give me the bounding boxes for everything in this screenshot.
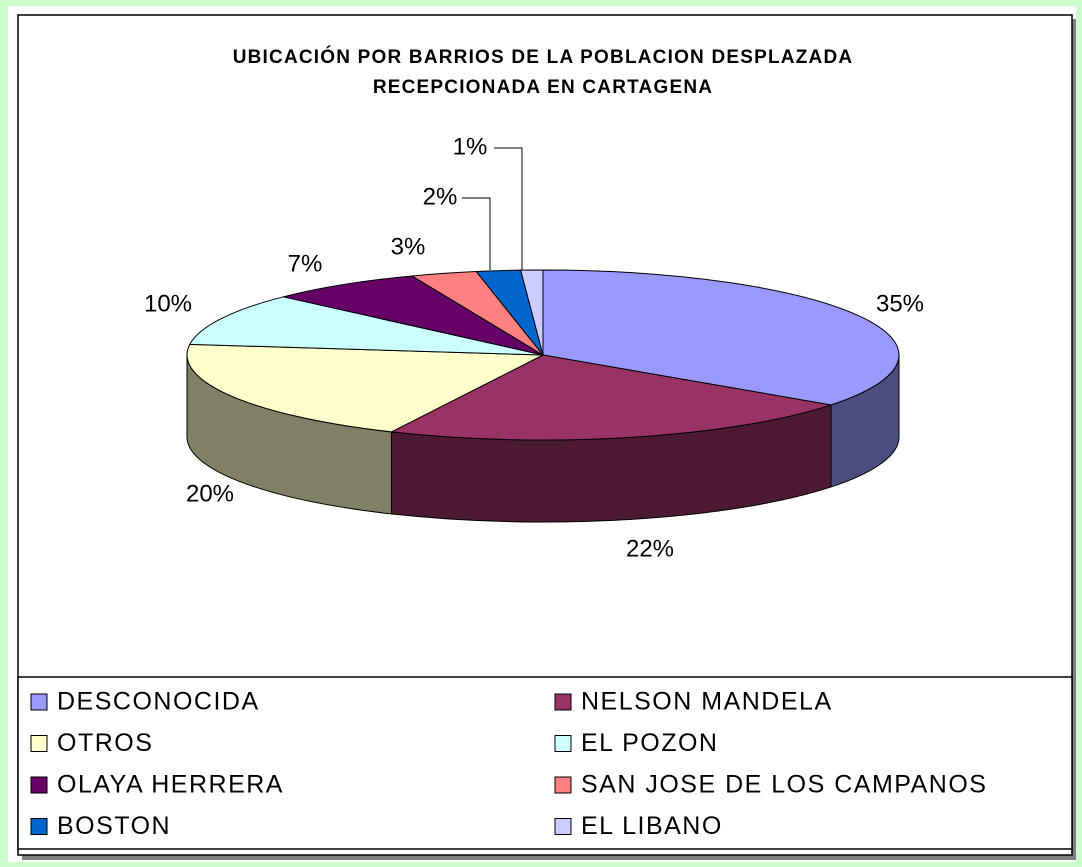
data-label: 1% xyxy=(453,133,488,160)
legend-label: OLAYA HERRERA xyxy=(57,771,284,799)
data-label: 2% xyxy=(423,183,458,210)
slice xyxy=(520,269,544,356)
chart-title: RECEPCIONADA EN CARTAGENA xyxy=(373,77,713,98)
legend-swatch xyxy=(30,818,48,835)
legend-label: DESCONOCIDA xyxy=(57,688,260,716)
slice xyxy=(283,275,544,356)
legend-swatch xyxy=(30,693,48,711)
legend-label: NELSON MANDELA xyxy=(581,688,833,716)
legend-swatch xyxy=(30,735,48,752)
data-label: 35% xyxy=(876,290,924,317)
legend-label: EL POZON xyxy=(581,729,719,757)
slice xyxy=(186,343,544,433)
legend-label: SAN JOSE DE LOS CAMPANOS xyxy=(581,771,987,799)
legend-label: EL LIBANO xyxy=(581,812,723,840)
data-label: 10% xyxy=(144,290,192,317)
legend-swatch xyxy=(554,693,572,711)
legend-swatch xyxy=(554,818,572,835)
legend-label: BOSTON xyxy=(57,812,171,840)
leader-line xyxy=(494,147,523,270)
leader-line xyxy=(462,197,491,270)
data-label: 7% xyxy=(288,250,323,277)
legend-label: OTROS xyxy=(57,729,153,757)
data-label: 20% xyxy=(186,480,234,507)
legend-swatch xyxy=(554,776,572,794)
chart-title: UBICACIÓN POR BARRIOS DE LA POBLACION DE… xyxy=(233,46,854,68)
data-label: 22% xyxy=(626,535,674,562)
slice xyxy=(188,296,544,356)
slice xyxy=(542,269,900,406)
legend-swatch xyxy=(30,776,48,794)
data-label: 3% xyxy=(391,233,426,260)
legend-box xyxy=(17,676,1073,850)
legend-swatch xyxy=(554,735,572,752)
